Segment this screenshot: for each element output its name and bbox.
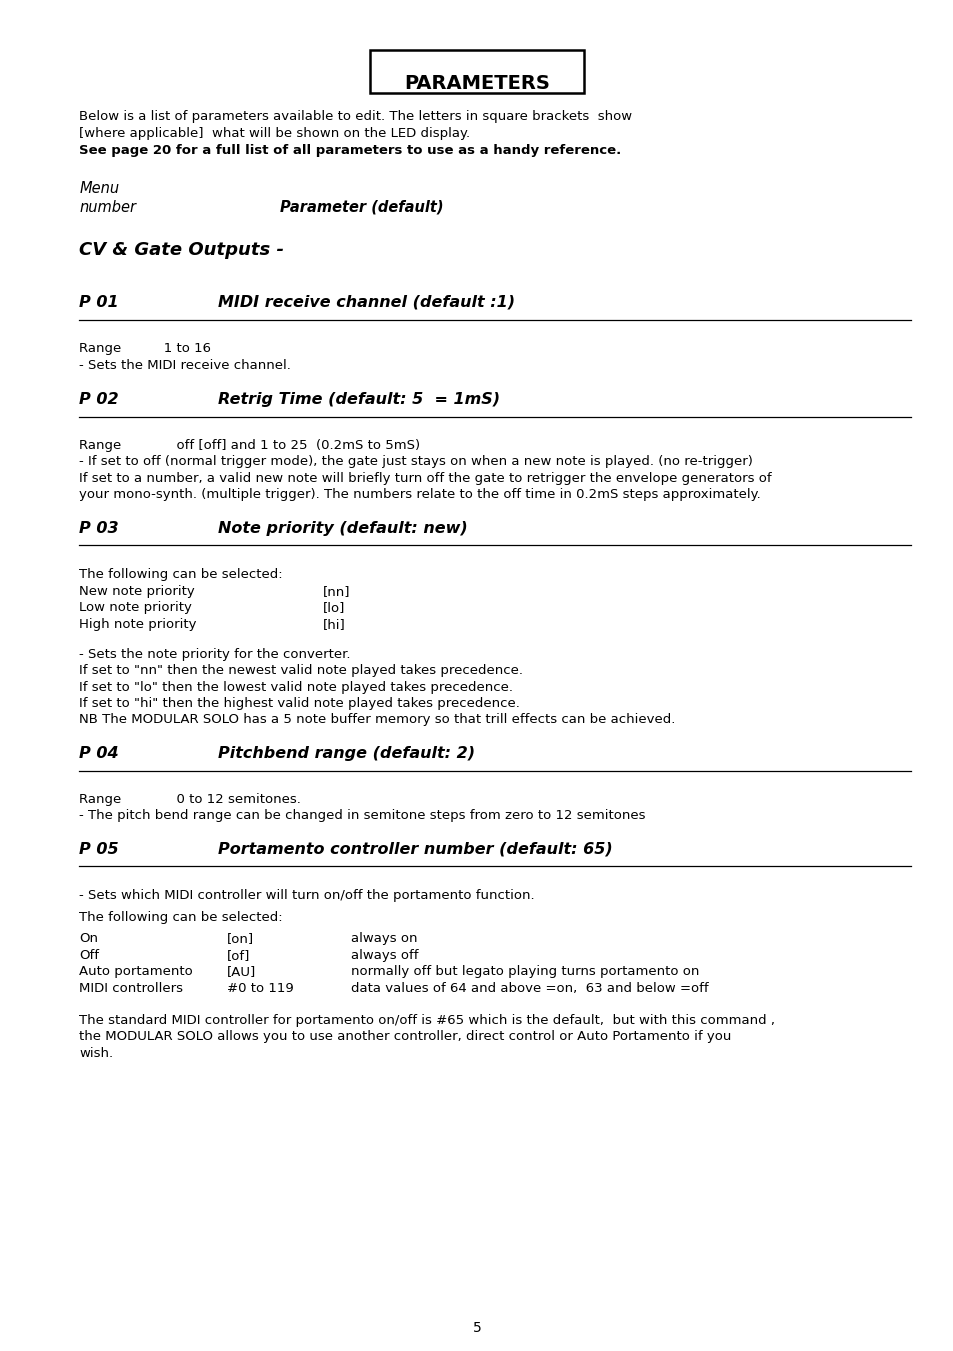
Text: P 01: P 01 [79,295,119,309]
Text: The following can be selected:: The following can be selected: [79,911,282,924]
Text: If set to "hi" then the highest valid note played takes precedence.: If set to "hi" then the highest valid no… [79,697,519,711]
Text: data values of 64 and above =on,  63 and below =off: data values of 64 and above =on, 63 and … [351,982,708,994]
Text: If set to a number, a valid new note will briefly turn off the gate to retrigger: If set to a number, a valid new note wil… [79,471,771,485]
Text: your mono-synth. (multiple trigger). The numbers relate to the off time in 0.2mS: your mono-synth. (multiple trigger). The… [79,489,760,501]
Text: Portamento controller number (default: 65): Portamento controller number (default: 6… [217,842,612,857]
Text: #0 to 119: #0 to 119 [227,982,294,994]
Text: - Sets which MIDI controller will turn on/off the portamento function.: - Sets which MIDI controller will turn o… [79,889,535,901]
Text: New note priority: New note priority [79,585,194,598]
Text: 5: 5 [472,1321,481,1335]
Text: P 03: P 03 [79,520,119,536]
Text: PARAMETERS: PARAMETERS [404,74,549,93]
Text: If set to "lo" then the lowest valid note played takes precedence.: If set to "lo" then the lowest valid not… [79,681,513,693]
Text: If set to "nn" then the newest valid note played takes precedence.: If set to "nn" then the newest valid not… [79,663,522,677]
Text: [nn]: [nn] [322,585,350,598]
Text: Low note priority: Low note priority [79,601,192,615]
Text: MIDI receive channel (default :1): MIDI receive channel (default :1) [217,295,514,309]
Text: - Sets the note priority for the converter.: - Sets the note priority for the convert… [79,647,351,661]
Text: CV & Gate Outputs -: CV & Gate Outputs - [79,240,284,258]
Text: [where applicable]  what will be shown on the LED display.: [where applicable] what will be shown on… [79,127,470,141]
Text: P 04: P 04 [79,746,119,761]
Text: always on: always on [351,932,417,946]
Text: normally off but legato playing turns portamento on: normally off but legato playing turns po… [351,965,699,978]
Text: - If set to off (normal trigger mode), the gate just stays on when a new note is: - If set to off (normal trigger mode), t… [79,455,752,469]
Text: [on]: [on] [227,932,253,946]
Text: Parameter (default): Parameter (default) [279,200,442,215]
Text: Menu: Menu [79,181,119,196]
Text: P 02: P 02 [79,392,119,407]
Text: See page 20 for a full list of all parameters to use as a handy reference.: See page 20 for a full list of all param… [79,145,620,157]
Text: The following can be selected:: The following can be selected: [79,567,282,581]
Text: Retrig Time (default: 5  = 1mS): Retrig Time (default: 5 = 1mS) [217,392,499,407]
Text: On: On [79,932,98,946]
Text: - Sets the MIDI receive channel.: - Sets the MIDI receive channel. [79,359,291,372]
Text: always off: always off [351,948,418,962]
Text: Note priority (default: new): Note priority (default: new) [217,520,467,536]
Text: Below is a list of parameters available to edit. The letters in square brackets : Below is a list of parameters available … [79,111,632,123]
Text: High note priority: High note priority [79,617,196,631]
Text: [lo]: [lo] [322,601,344,615]
Text: Range          1 to 16: Range 1 to 16 [79,342,211,355]
Text: NB The MODULAR SOLO has a 5 note buffer memory so that trill effects can be achi: NB The MODULAR SOLO has a 5 note buffer … [79,713,675,727]
Text: Range             off [off] and 1 to 25  (0.2mS to 5mS): Range off [off] and 1 to 25 (0.2mS to 5m… [79,439,420,453]
Text: [of]: [of] [227,948,251,962]
Text: Auto portamento: Auto portamento [79,965,193,978]
Text: Off: Off [79,948,99,962]
Text: The standard MIDI controller for portamento on/off is #65 which is the default, : The standard MIDI controller for portame… [79,1015,775,1027]
Text: P 05: P 05 [79,842,119,857]
Text: wish.: wish. [79,1047,113,1061]
Text: Range             0 to 12 semitones.: Range 0 to 12 semitones. [79,793,301,805]
Text: [hi]: [hi] [322,617,345,631]
Text: [AU]: [AU] [227,965,256,978]
Text: MIDI controllers: MIDI controllers [79,982,183,994]
Text: Pitchbend range (default: 2): Pitchbend range (default: 2) [217,746,475,761]
Text: - The pitch bend range can be changed in semitone steps from zero to 12 semitone: - The pitch bend range can be changed in… [79,809,645,823]
Text: number: number [79,200,136,215]
Text: the MODULAR SOLO allows you to use another controller, direct control or Auto Po: the MODULAR SOLO allows you to use anoth… [79,1031,731,1043]
FancyBboxPatch shape [369,50,583,93]
